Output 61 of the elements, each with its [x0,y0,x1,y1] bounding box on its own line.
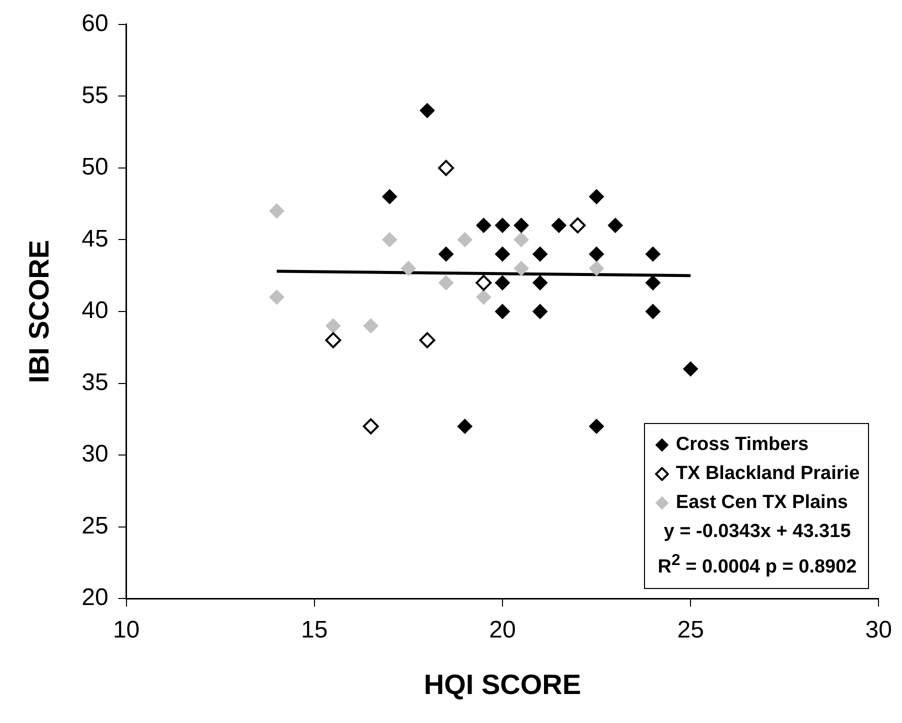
point [438,160,454,176]
point [476,218,492,233]
point [400,260,416,276]
y-tick-label: 50 [82,154,108,181]
x-tick-label: 30 [865,616,892,644]
point [608,218,623,233]
point [326,318,341,334]
x-tick-label: 10 [112,616,140,644]
x-tick-label: 15 [301,616,328,644]
y-tick-label: 55 [82,82,108,109]
point [683,361,698,376]
y-tick-label: 30 [82,440,108,468]
point [645,275,660,290]
point [382,189,398,204]
y-axis-title: IBI SCORE [24,240,55,384]
point [325,332,342,348]
point [363,318,378,334]
point [551,218,566,233]
point [532,275,548,290]
point [476,274,492,291]
annotation: R$^{2}$ = 0.0004 p = 0.8902 [656,551,858,580]
point [645,246,660,262]
y-tick-label: 40 [82,297,108,324]
point [457,232,472,248]
point [494,246,510,262]
point [269,204,284,219]
y-tick-label: 45 [82,225,108,252]
annotation: y = -0.0343x + 43.315 [662,520,852,544]
point [420,103,435,118]
point [438,246,454,262]
point [570,217,586,234]
point [589,246,604,262]
point [514,232,529,248]
point [438,275,454,290]
point [419,332,436,348]
point [382,232,398,248]
x-axis-title: HQI SCORE [424,668,582,700]
point [494,304,510,319]
y-tick-label: 35 [82,368,108,396]
point [362,418,379,434]
legend-label: East Cen TX Plains [676,491,848,516]
point [476,290,492,305]
x-tick-label: 20 [489,616,516,644]
point [269,290,284,305]
point [457,418,472,434]
point [645,304,660,319]
point [589,189,604,204]
x-tick-label: 25 [677,616,704,644]
point [514,218,529,233]
legend-label: TX Blackland Prairie [676,462,860,486]
point [494,275,510,290]
y-tick-label: 20 [82,584,108,612]
point [532,304,548,319]
point [514,260,529,276]
legend-label: Cross Timbers [676,433,809,458]
y-tick-label: 60 [82,10,108,38]
point [589,418,604,434]
y-tick-label: 25 [82,512,108,540]
point [494,218,510,233]
point [532,246,548,262]
point [589,260,604,276]
